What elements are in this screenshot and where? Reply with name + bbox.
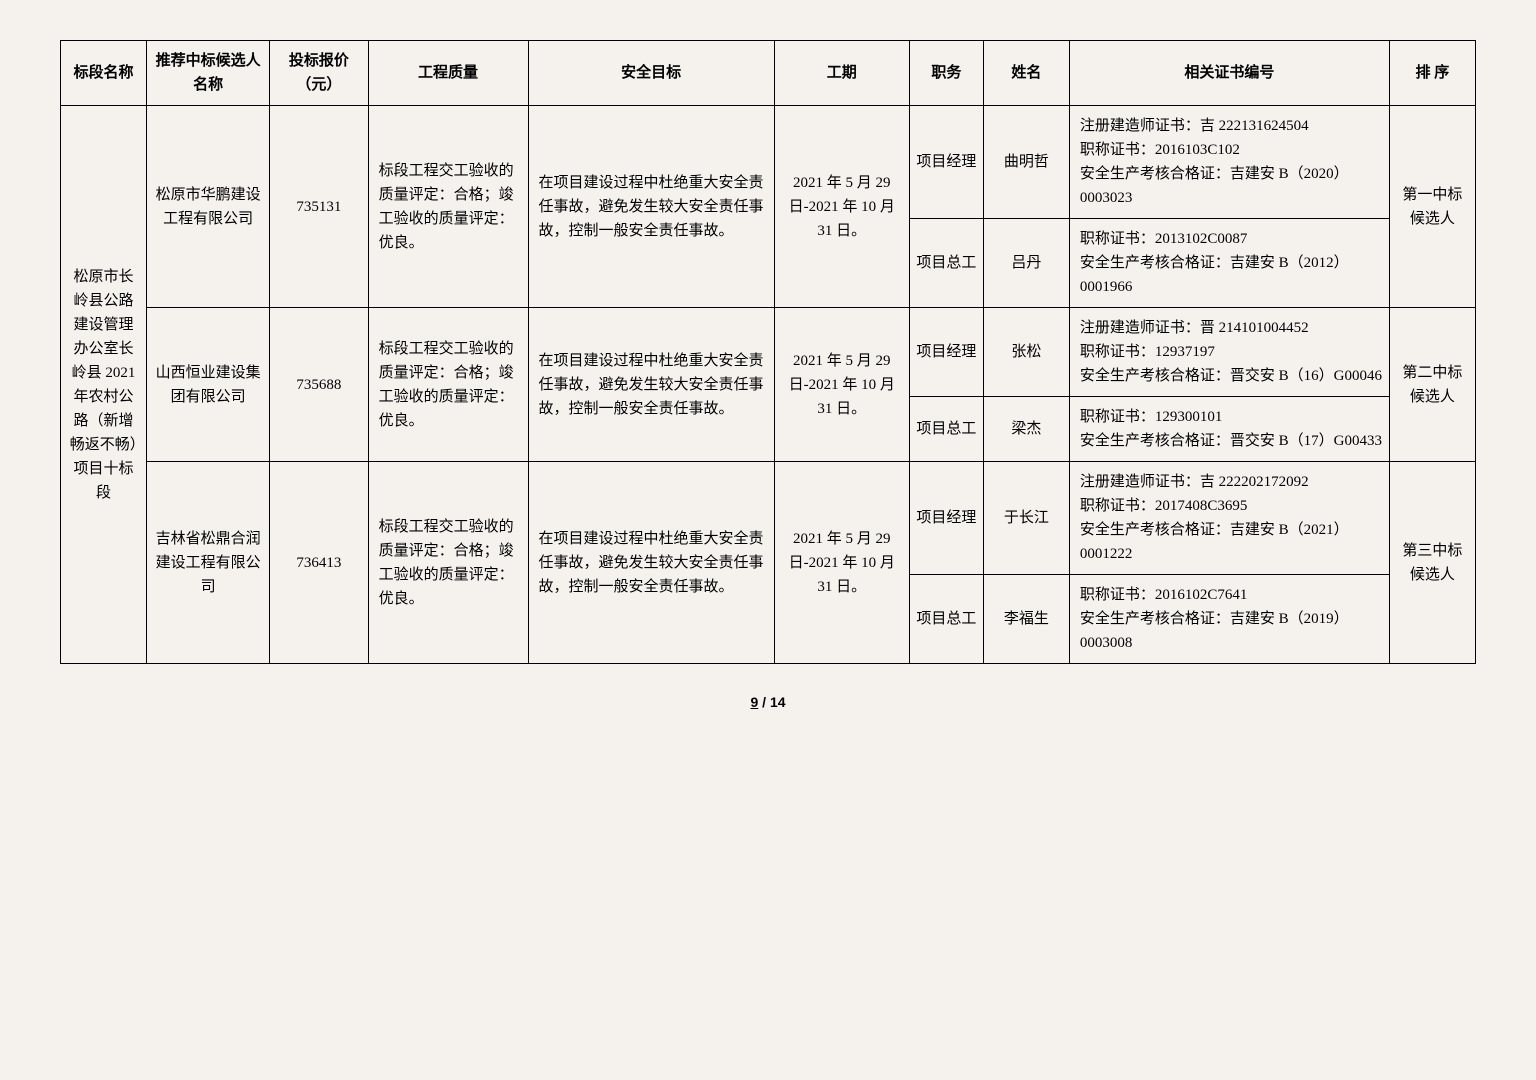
period-cell: 2021 年 5 月 29 日-2021 年 10 月 31 日。 <box>774 106 909 308</box>
quality-cell: 标段工程交工验收的质量评定：合格；竣工验收的质量评定：优良。 <box>368 106 528 308</box>
price-cell: 736413 <box>270 462 368 664</box>
h-quality: 工程质量 <box>368 41 528 106</box>
rank-cell: 第三中标候选人 <box>1389 462 1475 664</box>
role-cell: 项目经理 <box>909 462 983 575</box>
rank-cell: 第一中标候选人 <box>1389 106 1475 308</box>
name-cell: 曲明哲 <box>983 106 1069 219</box>
company-cell: 吉林省松鼎合润建设工程有限公司 <box>147 462 270 664</box>
role-cell: 项目总工 <box>909 397 983 462</box>
page-total: 14 <box>770 694 786 710</box>
page-footer: 9 / 14 <box>60 694 1476 710</box>
cert-cell: 注册建造师证书：吉 222202172092职称证书：2017408C3695安… <box>1069 462 1389 575</box>
name-cell: 张松 <box>983 308 1069 397</box>
role-cell: 项目经理 <box>909 106 983 219</box>
cert-cell: 注册建造师证书：吉 222131624504职称证书：2016103C102安全… <box>1069 106 1389 219</box>
cert-cell: 职称证书：2016102C7641安全生产考核合格证：吉建安 B（2019）00… <box>1069 575 1389 664</box>
safety-cell: 在项目建设过程中杜绝重大安全责任事故，避免发生较大安全责任事故，控制一般安全责任… <box>528 462 774 664</box>
cert-cell: 职称证书：129300101安全生产考核合格证：晋交安 B（17）G00433 <box>1069 397 1389 462</box>
cert-cell: 职称证书：2013102C0087安全生产考核合格证：吉建安 B（2012）00… <box>1069 219 1389 308</box>
section-cell: 松原市长岭县公路建设管理办公室长岭县 2021 年农村公路（新增畅返不畅）项目十… <box>61 106 147 664</box>
name-cell: 吕丹 <box>983 219 1069 308</box>
role-cell: 项目总工 <box>909 219 983 308</box>
rank-cell: 第二中标候选人 <box>1389 308 1475 462</box>
h-cert: 相关证书编号 <box>1069 41 1389 106</box>
quality-cell: 标段工程交工验收的质量评定：合格；竣工验收的质量评定：优良。 <box>368 308 528 462</box>
period-cell: 2021 年 5 月 29 日-2021 年 10 月 31 日。 <box>774 308 909 462</box>
header-row: 标段名称 推荐中标候选人名称 投标报价（元） 工程质量 安全目标 工期 职务 姓… <box>61 41 1476 106</box>
name-cell: 于长江 <box>983 462 1069 575</box>
price-cell: 735131 <box>270 106 368 308</box>
period-cell: 2021 年 5 月 29 日-2021 年 10 月 31 日。 <box>774 462 909 664</box>
h-price: 投标报价（元） <box>270 41 368 106</box>
h-name: 姓名 <box>983 41 1069 106</box>
page-sep: / <box>758 694 770 710</box>
h-role: 职务 <box>909 41 983 106</box>
safety-cell: 在项目建设过程中杜绝重大安全责任事故，避免发生较大安全责任事故，控制一般安全责任… <box>528 106 774 308</box>
name-cell: 李福生 <box>983 575 1069 664</box>
safety-cell: 在项目建设过程中杜绝重大安全责任事故，避免发生较大安全责任事故，控制一般安全责任… <box>528 308 774 462</box>
table-row: 松原市长岭县公路建设管理办公室长岭县 2021 年农村公路（新增畅返不畅）项目十… <box>61 106 1476 219</box>
price-cell: 735688 <box>270 308 368 462</box>
role-cell: 项目经理 <box>909 308 983 397</box>
table-row: 吉林省松鼎合润建设工程有限公司736413标段工程交工验收的质量评定：合格；竣工… <box>61 462 1476 575</box>
cert-cell: 注册建造师证书：晋 214101004452职称证书：12937197安全生产考… <box>1069 308 1389 397</box>
h-safety: 安全目标 <box>528 41 774 106</box>
table-row: 山西恒业建设集团有限公司735688标段工程交工验收的质量评定：合格；竣工验收的… <box>61 308 1476 397</box>
company-cell: 松原市华鹏建设工程有限公司 <box>147 106 270 308</box>
bid-table: 标段名称 推荐中标候选人名称 投标报价（元） 工程质量 安全目标 工期 职务 姓… <box>60 40 1476 664</box>
role-cell: 项目总工 <box>909 575 983 664</box>
h-section: 标段名称 <box>61 41 147 106</box>
h-candidate: 推荐中标候选人名称 <box>147 41 270 106</box>
name-cell: 梁杰 <box>983 397 1069 462</box>
h-period: 工期 <box>774 41 909 106</box>
h-rank: 排 序 <box>1389 41 1475 106</box>
quality-cell: 标段工程交工验收的质量评定：合格；竣工验收的质量评定：优良。 <box>368 462 528 664</box>
company-cell: 山西恒业建设集团有限公司 <box>147 308 270 462</box>
